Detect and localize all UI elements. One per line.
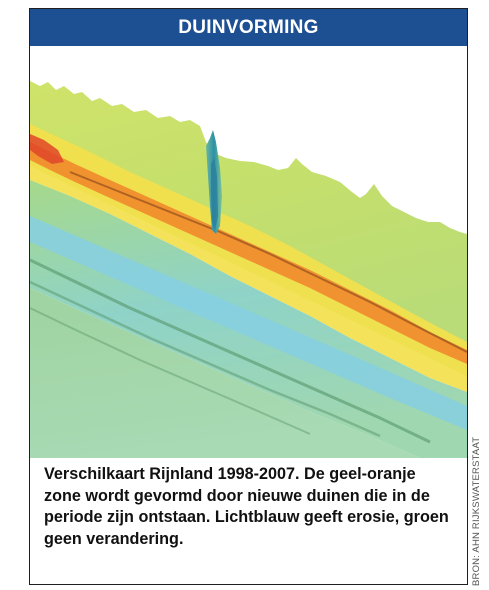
difference-map bbox=[30, 46, 467, 458]
source-credit: BRON: AHN RIJKSWATERSTAAT bbox=[471, 436, 482, 586]
page-title: DUINVORMING bbox=[178, 16, 319, 38]
new-dunes-orange bbox=[30, 142, 467, 364]
sea-ridge-1 bbox=[30, 258, 431, 444]
infographic-frame: DUINVORMING bbox=[29, 8, 468, 585]
new-dunes-red-left bbox=[30, 134, 64, 164]
no-change-sea bbox=[30, 288, 420, 458]
difference-map-image bbox=[30, 81, 467, 458]
terrain-spike-shadow bbox=[211, 158, 218, 230]
new-dunes-dark-crest bbox=[69, 171, 467, 353]
sea-ridge-3 bbox=[30, 307, 311, 435]
erosion-stripe bbox=[30, 216, 467, 430]
header-bar: DUINVORMING bbox=[30, 9, 467, 46]
caption-text: Verschilkaart Rijnland 1998-2007. De gee… bbox=[44, 465, 449, 548]
sea-ridge-2 bbox=[30, 280, 381, 438]
